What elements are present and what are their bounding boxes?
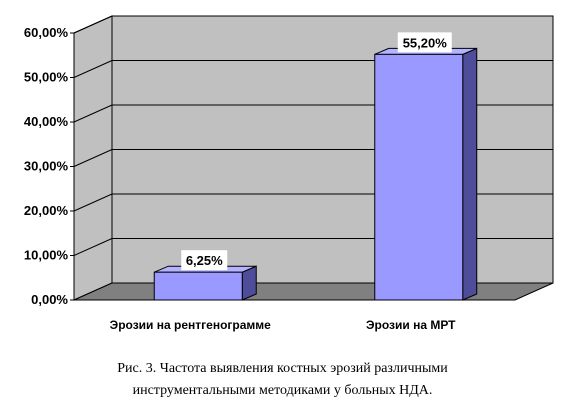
x-category-label: Эрозии на МРТ: [366, 318, 456, 332]
figure-caption-line-2: инструментальными методиками у больных Н…: [132, 383, 433, 398]
y-tick-label: 60,00%: [24, 25, 69, 40]
y-axis-ticks: 0,00% 10,00% 20,00% 30,00% 40,00% 50,00% 60,00…: [24, 25, 75, 307]
bar-side: [462, 47, 478, 301]
floor-plane: [73, 282, 554, 301]
chart-walls: [73, 15, 554, 301]
y-tick-label: 30,00%: [24, 159, 69, 174]
data-label: 6,25%: [186, 253, 223, 268]
y-tick-label: 0,00%: [31, 292, 68, 307]
gridline-side: [73, 60, 113, 78]
gridline-side: [73, 149, 113, 167]
data-label-box: [181, 250, 228, 271]
gridlines: [73, 15, 553, 256]
bar-2: 55,20%: [374, 32, 478, 301]
y-tick-label: 40,00%: [24, 114, 69, 129]
bars: 6,25% 55,20%: [153, 32, 478, 301]
x-axis-labels: Эрозии на рентгенограмме Эрозии на МРТ: [110, 318, 457, 332]
y-tick-label: 20,00%: [24, 203, 69, 218]
y-tick-label: 50,00%: [24, 70, 69, 85]
x-category-label: Эрозии на рентгенограмме: [110, 318, 271, 332]
gridline-side: [73, 15, 113, 34]
data-label-box: [397, 32, 452, 53]
gridline-side: [73, 193, 113, 212]
chart-floor: [73, 282, 554, 301]
figure-caption-line-1: Рис. 3. Частота выявления костных эрозий…: [117, 361, 448, 376]
gridline-side: [73, 104, 113, 123]
bar-1: 6,25%: [153, 250, 257, 301]
y-tick-label: 10,00%: [24, 248, 69, 263]
bar-chart: 0,00% 10,00% 20,00% 30,00% 40,00% 50,00% 60,00…: [24, 15, 554, 332]
data-label: 55,20%: [403, 35, 448, 50]
bar-front: [374, 53, 464, 301]
gridline-side: [73, 238, 113, 256]
bar-front: [153, 271, 243, 301]
